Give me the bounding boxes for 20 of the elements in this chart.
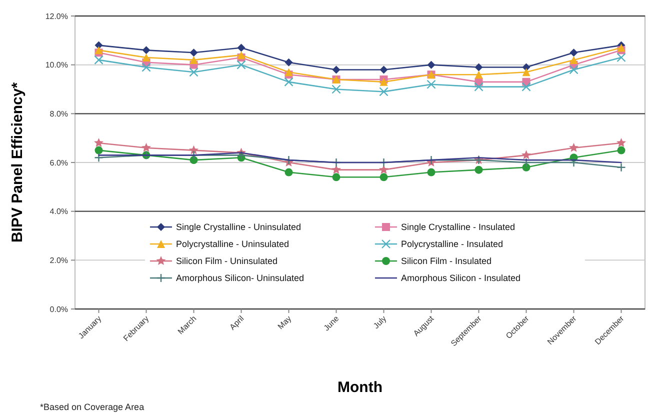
x-axis-title: Month bbox=[338, 379, 382, 396]
legend-label: Silicon Film - Uninsulated bbox=[176, 256, 278, 266]
legend-label: Polycrystalline - Insulated bbox=[401, 239, 504, 250]
legend-label: Single Crystalline - Insulated bbox=[401, 222, 516, 232]
legend-label: Single Crystalline - Uninsulated bbox=[176, 222, 302, 232]
y-tick-label: 4.0% bbox=[50, 207, 68, 216]
y-tick-label: 6.0% bbox=[50, 158, 68, 168]
legend-label: Amorphous Silicon - Insulated bbox=[401, 273, 521, 284]
legend-label: Amorphous Silicon- Uninsulated bbox=[176, 273, 304, 284]
y-tick-label: 8.0% bbox=[50, 109, 68, 118]
y-axis-title: BIPV Panel Efficiency* bbox=[9, 82, 26, 243]
y-tick-label: 10.0% bbox=[45, 60, 68, 70]
legend-label: Silicon Film - Insulated bbox=[401, 256, 492, 266]
legend-label: Polycrystalline - Uninsulated bbox=[176, 239, 290, 250]
x-tick-label: May bbox=[276, 314, 294, 332]
text: *Based on Coverage Area bbox=[40, 402, 144, 412]
y-tick-label: 0.0% bbox=[50, 304, 68, 314]
y-tick-label: 2.0% bbox=[50, 256, 68, 265]
x-tick-label: July bbox=[372, 314, 388, 330]
y-tick-label: 12.0% bbox=[45, 12, 68, 21]
